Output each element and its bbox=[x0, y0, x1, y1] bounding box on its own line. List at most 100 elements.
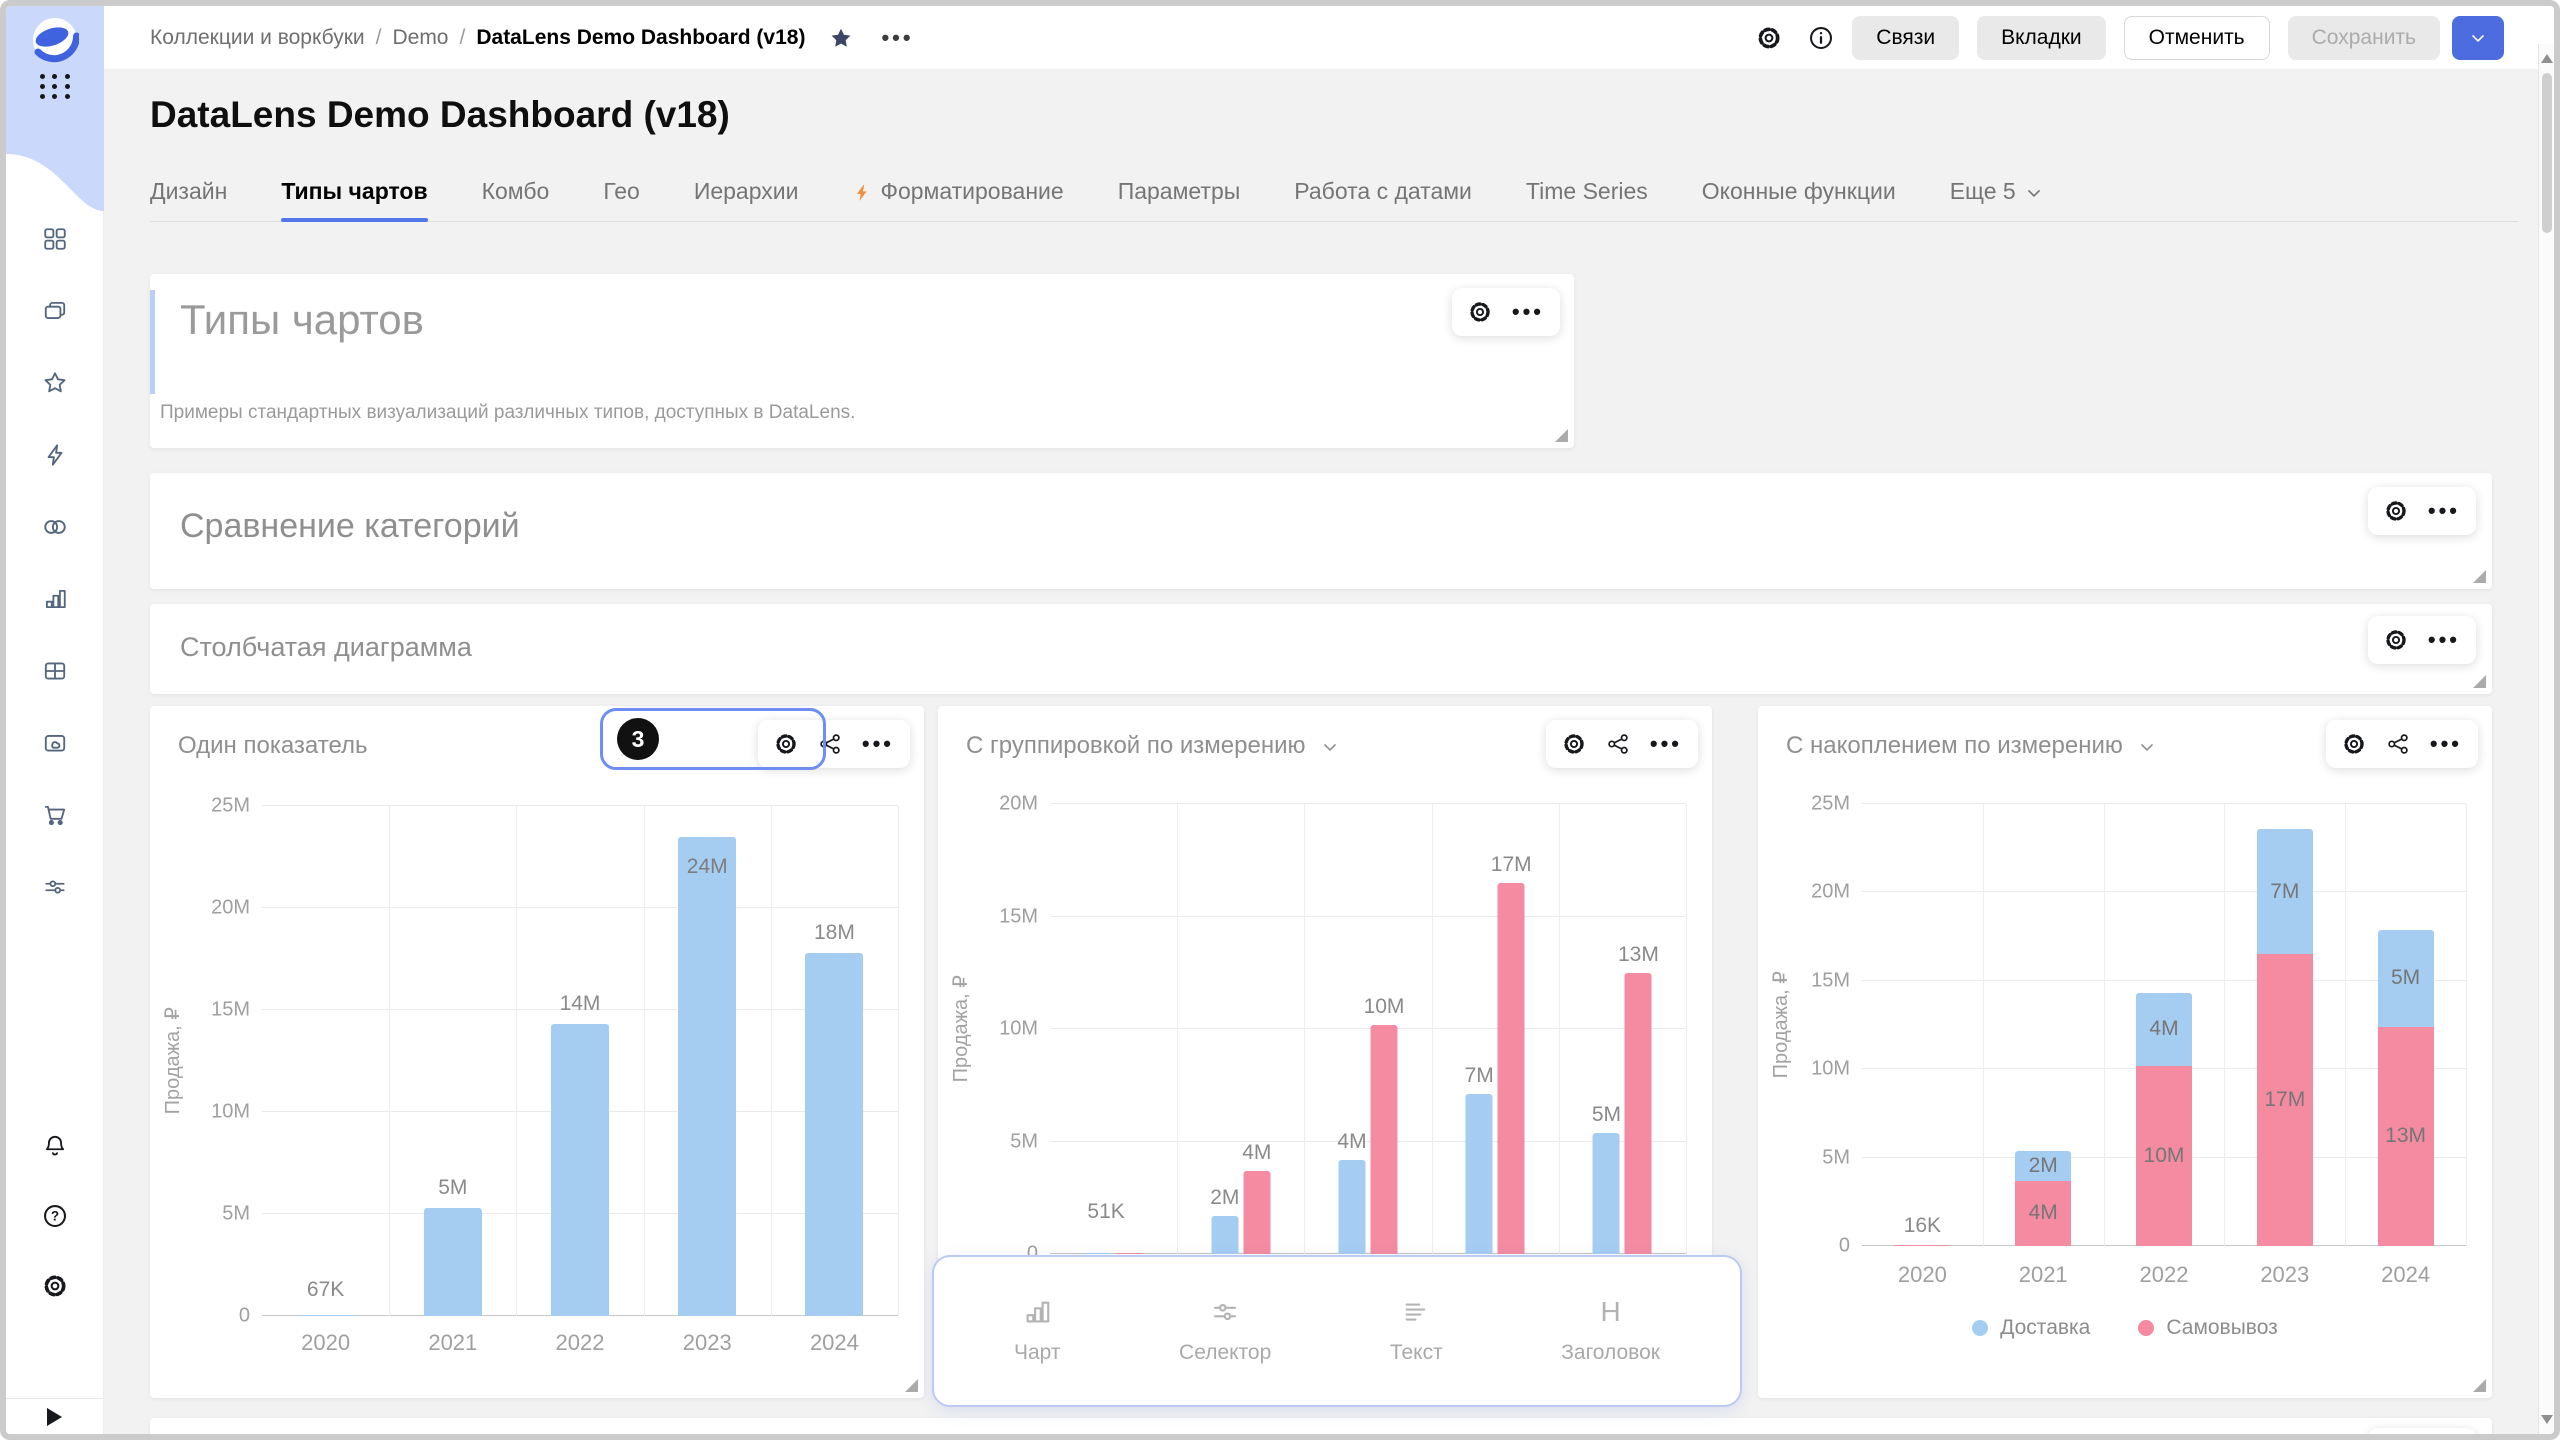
data-label: 5M bbox=[1591, 1102, 1621, 1126]
widget-more-icon[interactable]: ••• bbox=[1511, 299, 1544, 324]
toolbar-add-header[interactable]: H Заголовок bbox=[1561, 1297, 1660, 1365]
gridline bbox=[1982, 804, 1984, 1246]
tab-more[interactable]: Еще 5 bbox=[1950, 178, 2044, 205]
data-label: 7M bbox=[1464, 1064, 1494, 1088]
apps-grid-icon[interactable] bbox=[39, 70, 71, 102]
lightning-icon bbox=[852, 182, 872, 202]
x-tick-label: 2024 bbox=[809, 1330, 859, 1355]
save-dropdown-button[interactable] bbox=[2452, 15, 2504, 60]
connections-icon[interactable] bbox=[818, 732, 842, 756]
cancel-button[interactable]: Отменить bbox=[2123, 15, 2270, 60]
svg-text:?: ? bbox=[50, 1209, 58, 1224]
widget-settings-icon[interactable] bbox=[774, 732, 798, 756]
category-slot: 51K bbox=[1050, 804, 1177, 1254]
info-icon[interactable] bbox=[1808, 25, 1834, 51]
widget-settings-icon[interactable] bbox=[1468, 300, 1492, 324]
collections-icon[interactable] bbox=[42, 298, 68, 324]
widget-more-icon[interactable]: ••• bbox=[2427, 498, 2460, 523]
chart-icon bbox=[1022, 1297, 1052, 1327]
charts-icon[interactable] bbox=[42, 586, 68, 612]
y-tick-label: 15M bbox=[211, 998, 250, 1021]
notifications-icon[interactable] bbox=[42, 1133, 68, 1159]
widget-settings-icon[interactable] bbox=[2342, 732, 2366, 756]
help-icon[interactable]: ? bbox=[42, 1203, 68, 1229]
category-slot: 5M 13M bbox=[1559, 804, 1686, 1254]
tab-time-series[interactable]: Time Series bbox=[1525, 178, 1648, 204]
bar bbox=[423, 1207, 482, 1316]
marketplace-icon[interactable] bbox=[42, 802, 68, 828]
y-tick-label: 0 bbox=[1026, 1242, 1038, 1265]
toolbar-add-chart[interactable]: Чарт bbox=[1014, 1297, 1061, 1365]
breadcrumb-item[interactable]: Коллекции и воркбуки bbox=[150, 25, 365, 49]
x-tick-label: 2022 bbox=[2139, 1262, 2189, 1287]
expand-sidebar-icon[interactable] bbox=[47, 1407, 62, 1426]
x-tick-label: 2023 bbox=[2260, 1262, 2310, 1287]
resize-handle[interactable] bbox=[1555, 429, 1568, 442]
resize-handle[interactable] bbox=[2473, 1379, 2486, 1392]
chart-tab-selector[interactable]: С группировкой по измерению bbox=[966, 732, 1340, 760]
dashboard-tabs: Дизайн Типы чартов Комбо Гео Иерархии Формати… bbox=[150, 178, 2518, 222]
gridline bbox=[898, 806, 899, 1316]
editor-icon[interactable] bbox=[42, 442, 68, 468]
tabs-button[interactable]: Вкладки bbox=[1977, 15, 2106, 60]
y-tick-label: 15M bbox=[1811, 969, 1850, 992]
legend-item[interactable]: Самовывоз bbox=[2138, 1316, 2278, 1340]
resize-handle[interactable] bbox=[2473, 675, 2486, 688]
tab-типы-чартов[interactable]: Типы чартов bbox=[281, 178, 428, 222]
datalens-logo[interactable] bbox=[31, 16, 79, 64]
tab-комбо[interactable]: Комбо bbox=[481, 178, 550, 204]
legend-item[interactable]: Доставка bbox=[1972, 1316, 2090, 1340]
storage-icon[interactable] bbox=[42, 730, 68, 756]
toolbar-add-selector[interactable]: Селектор bbox=[1179, 1297, 1271, 1365]
widget-more-icon[interactable]: ••• bbox=[861, 731, 894, 756]
settings-icon[interactable] bbox=[42, 1273, 68, 1299]
chart-tab-selector[interactable]: С накоплением по измерению bbox=[1786, 732, 2157, 760]
breadcrumb-item[interactable]: Demo bbox=[392, 25, 449, 49]
data-label: 5M bbox=[438, 1175, 468, 1199]
tab-параметры[interactable]: Параметры bbox=[1117, 178, 1241, 204]
tab-иерархии[interactable]: Иерархии bbox=[693, 178, 799, 204]
toolbar-add-text[interactable]: Текст bbox=[1390, 1297, 1443, 1365]
widget-settings-icon[interactable] bbox=[2384, 499, 2408, 523]
widget-more-icon[interactable]: ••• bbox=[2429, 731, 2462, 756]
resize-handle[interactable] bbox=[2473, 570, 2486, 583]
bar-segment: 17M bbox=[2256, 954, 2313, 1246]
scroll-down-icon[interactable] bbox=[2540, 1415, 2553, 1424]
tab-дизайн[interactable]: Дизайн bbox=[150, 178, 228, 204]
bar-segment: 5M bbox=[2377, 929, 2434, 1027]
y-axis-label: Продажа, ₽ bbox=[162, 1007, 184, 1115]
entry-more-icon[interactable]: ••• bbox=[881, 24, 914, 50]
dashboards-icon[interactable] bbox=[42, 226, 68, 252]
tab-оконные-функции[interactable]: Оконные функции bbox=[1701, 178, 1896, 204]
plot-area: 0 5M 10M 15M 20M 51K 2M 4M 4M 10M 7M 17M 5M 13M bbox=[999, 793, 1687, 1265]
widget-more-icon[interactable]: ••• bbox=[1649, 731, 1682, 756]
legend-label: Самовывоз bbox=[2166, 1316, 2278, 1339]
breadcrumb-separator: / bbox=[375, 25, 382, 49]
bar bbox=[296, 1314, 355, 1316]
tables-icon[interactable] bbox=[42, 658, 68, 684]
connections-icon[interactable] bbox=[2386, 732, 2410, 756]
gridline bbox=[262, 805, 898, 806]
save-button[interactable]: Сохранить bbox=[2287, 15, 2440, 60]
x-tick-label: 2023 bbox=[682, 1330, 732, 1355]
widget-more-icon[interactable]: ••• bbox=[2427, 627, 2460, 652]
services-icon[interactable] bbox=[42, 874, 68, 900]
resize-handle[interactable] bbox=[905, 1379, 918, 1392]
widget-settings-icon[interactable] bbox=[1562, 732, 1586, 756]
scrollbar[interactable] bbox=[2538, 44, 2554, 1434]
scrollbar-thumb[interactable] bbox=[2541, 73, 2552, 233]
category-slot: 17M 7M bbox=[2224, 804, 2345, 1246]
favorite-star-icon[interactable] bbox=[829, 26, 853, 50]
relations-button[interactable]: Связи bbox=[1852, 15, 1960, 60]
gridline bbox=[1050, 915, 1686, 917]
section-card-bar-chart: Столбчатая диаграмма ••• bbox=[150, 604, 2492, 694]
datasets-icon[interactable] bbox=[42, 514, 68, 540]
widget-settings-icon[interactable] bbox=[2384, 628, 2408, 652]
tab-гео[interactable]: Гео bbox=[603, 178, 640, 204]
favorites-icon[interactable] bbox=[42, 370, 68, 396]
tab-работа-с-датами[interactable]: Работа с датами bbox=[1294, 178, 1472, 204]
scroll-up-icon[interactable] bbox=[2540, 54, 2553, 63]
connections-icon[interactable] bbox=[1606, 732, 1630, 756]
dashboard-settings-icon[interactable] bbox=[1756, 25, 1782, 51]
tab-форматирование[interactable]: Форматирование bbox=[852, 178, 1064, 205]
